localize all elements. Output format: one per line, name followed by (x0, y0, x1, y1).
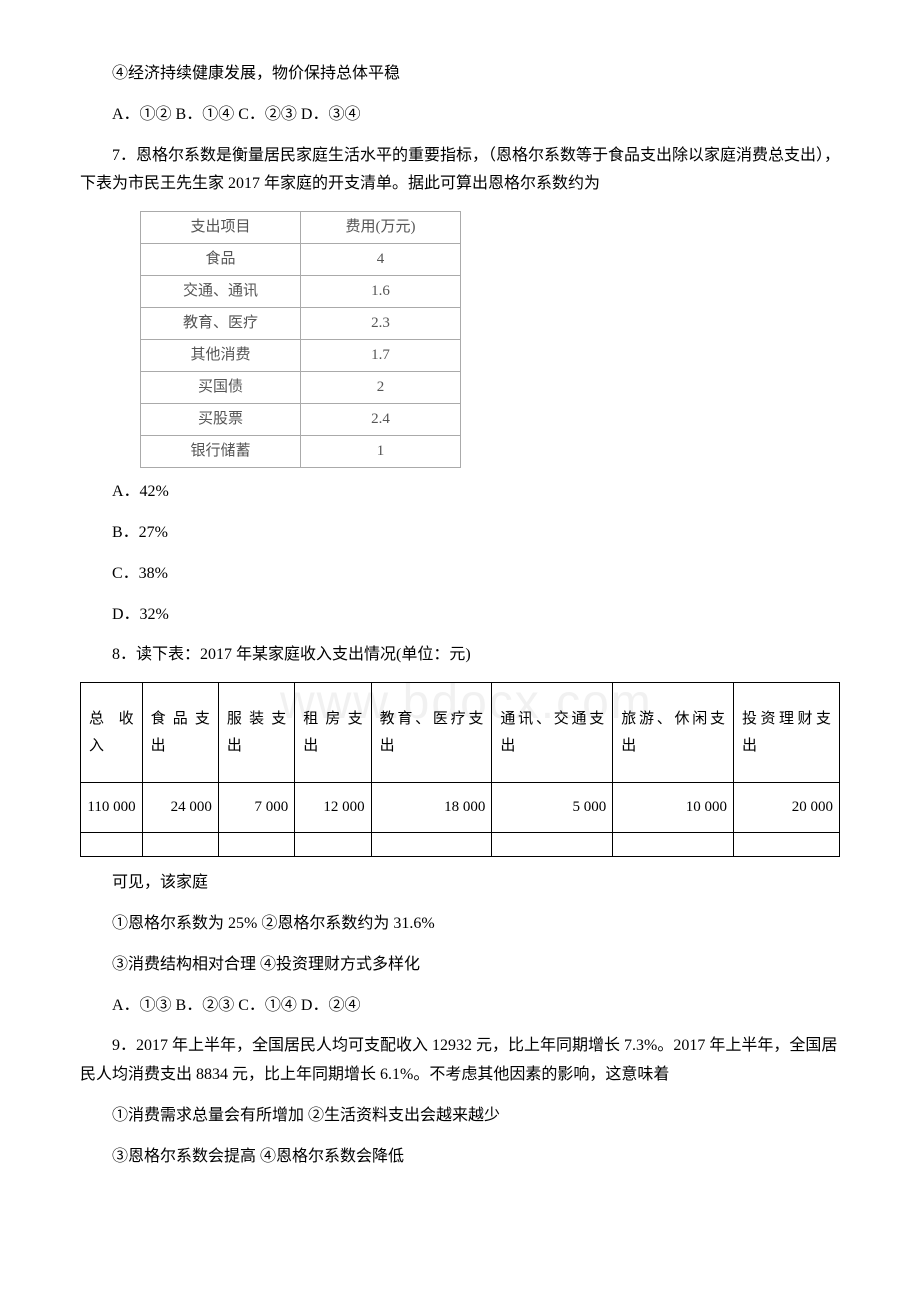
expense-head-cost: 费用(万元) (301, 212, 461, 244)
table-row: 110 000 24 000 7 000 12 000 18 000 5 000… (81, 783, 840, 833)
expense-label: 教育、医疗 (141, 308, 301, 340)
empty-cell (492, 833, 613, 857)
table-row (81, 833, 840, 857)
q9-s2: ③恩格尔系数会提高 ④恩格尔系数会降低 (80, 1143, 840, 1172)
income-head: 服装支出 (218, 683, 294, 783)
q7-optB: B．27% (80, 519, 840, 548)
expense-value: 1.7 (301, 340, 461, 372)
q8-after: 可见，该家庭 (80, 869, 840, 898)
expense-value: 1 (301, 436, 461, 468)
q8-s1: ①恩格尔系数为 25% ②恩格尔系数约为 31.6% (80, 910, 840, 939)
empty-cell (81, 833, 143, 857)
q9-stem: 9．2017 年上半年，全国居民人均可支配收入 12932 元，比上年同期增长 … (80, 1032, 840, 1090)
table-row: 其他消费 1.7 (141, 340, 461, 372)
expense-value: 1.6 (301, 276, 461, 308)
expense-label: 其他消费 (141, 340, 301, 372)
income-head: 旅游、休闲支出 (613, 683, 734, 783)
q8-stem: 8．读下表：2017 年某家庭收入支出情况(单位：元) (80, 641, 840, 670)
expense-label: 买国债 (141, 372, 301, 404)
empty-cell (371, 833, 492, 857)
table-row: 银行储蓄 1 (141, 436, 461, 468)
empty-cell (295, 833, 371, 857)
table-row: 食品 4 (141, 244, 461, 276)
expense-label: 交通、通讯 (141, 276, 301, 308)
document-content: ④经济持续健康发展，物价保持总体平稳 A．①② B．①④ C．②③ D．③④ 7… (80, 60, 840, 1172)
income-value: 24 000 (142, 783, 218, 833)
table-row: 买国债 2 (141, 372, 461, 404)
q7-optC: C．38% (80, 560, 840, 589)
income-value: 110 000 (81, 783, 143, 833)
table-row: 交通、通讯 1.6 (141, 276, 461, 308)
q7-optA: A．42% (80, 478, 840, 507)
q7-optD: D．32% (80, 601, 840, 630)
q8-s2: ③消费结构相对合理 ④投资理财方式多样化 (80, 951, 840, 980)
expense-label: 买股票 (141, 404, 301, 436)
expense-value: 4 (301, 244, 461, 276)
q8-income-table: 总收入 食品支出 服装支出 租房支出 教育、医疗支出 通讯、交通支出 旅游、休闲… (80, 682, 840, 857)
q7-expense-table: 支出项目 费用(万元) 食品 4 交通、通讯 1.6 教育、医疗 2.3 其他消… (140, 211, 461, 468)
expense-value: 2 (301, 372, 461, 404)
income-value: 18 000 (371, 783, 492, 833)
expense-label: 银行储蓄 (141, 436, 301, 468)
q6-choices: A．①② B．①④ C．②③ D．③④ (80, 101, 840, 130)
q8-choices: A．①③ B．②③ C．①④ D．②④ (80, 992, 840, 1021)
expense-head-item: 支出项目 (141, 212, 301, 244)
table-row: 支出项目 费用(万元) (141, 212, 461, 244)
expense-value: 2.4 (301, 404, 461, 436)
income-value: 12 000 (295, 783, 371, 833)
empty-cell (218, 833, 294, 857)
table-row: 教育、医疗 2.3 (141, 308, 461, 340)
q9-s1: ①消费需求总量会有所增加 ②生活资料支出会越来越少 (80, 1102, 840, 1131)
empty-cell (142, 833, 218, 857)
income-head: 通讯、交通支出 (492, 683, 613, 783)
table-row: 买股票 2.4 (141, 404, 461, 436)
income-head: 租房支出 (295, 683, 371, 783)
income-value: 7 000 (218, 783, 294, 833)
empty-cell (613, 833, 734, 857)
income-value: 5 000 (492, 783, 613, 833)
income-head: 食品支出 (142, 683, 218, 783)
income-head: 总收入 (81, 683, 143, 783)
expense-value: 2.3 (301, 308, 461, 340)
table-row: 总收入 食品支出 服装支出 租房支出 教育、医疗支出 通讯、交通支出 旅游、休闲… (81, 683, 840, 783)
income-value: 20 000 (734, 783, 840, 833)
expense-label: 食品 (141, 244, 301, 276)
q7-stem: 7．恩格尔系数是衡量居民家庭生活水平的重要指标，（恩格尔系数等于食品支出除以家庭… (80, 142, 840, 200)
income-value: 10 000 (613, 783, 734, 833)
empty-cell (734, 833, 840, 857)
income-head: 教育、医疗支出 (371, 683, 492, 783)
q6-stmt4: ④经济持续健康发展，物价保持总体平稳 (80, 60, 840, 89)
income-head: 投资理财支出 (734, 683, 840, 783)
